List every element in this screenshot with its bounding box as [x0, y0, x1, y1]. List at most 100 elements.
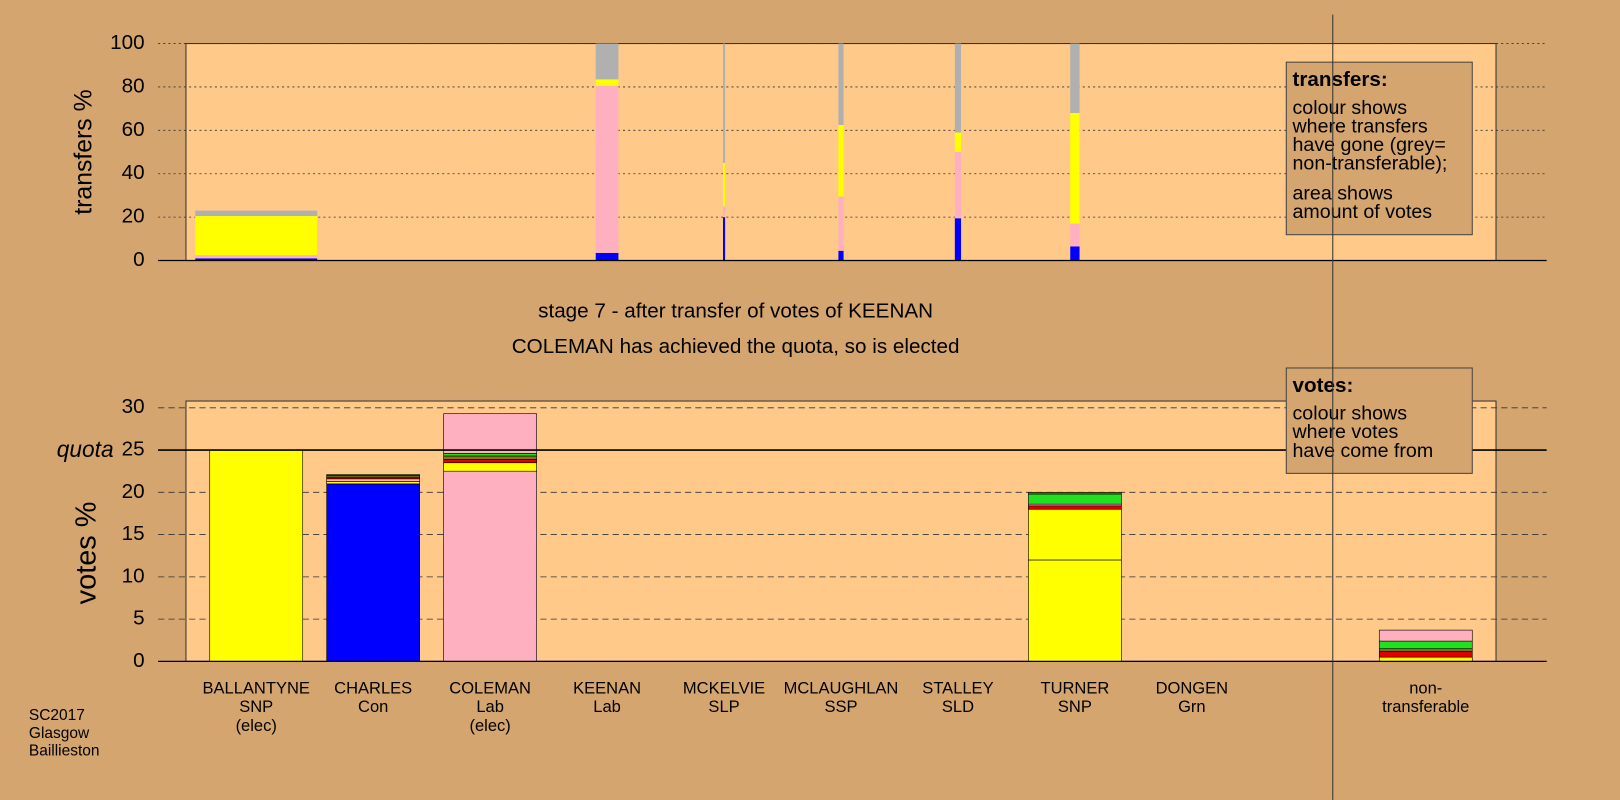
- y-tick-label: 20: [122, 480, 145, 503]
- bar-segment: [954, 218, 962, 261]
- y-tick-label: 60: [122, 118, 145, 141]
- note-text: colour shows: [1292, 403, 1407, 425]
- bar-segment: [326, 474, 420, 476]
- note-text: where transfers: [1291, 115, 1427, 137]
- bar-segment: [443, 413, 537, 454]
- bar-segment: [1028, 559, 1122, 662]
- bar-segment: [326, 478, 420, 482]
- bar-segment: [1070, 223, 1080, 247]
- bar-segment: [443, 462, 537, 472]
- bar-segment: [1070, 246, 1080, 261]
- x-tick-label: Con: [358, 697, 388, 716]
- bar-segment: [954, 132, 962, 153]
- bar-segment: [954, 43, 962, 133]
- x-tick-label: MCLAUGHLAN: [784, 679, 899, 698]
- bar-segment: [1378, 640, 1473, 650]
- bar-segment: [195, 258, 318, 261]
- x-tick-label: SLD: [942, 697, 974, 716]
- bar-segment: [195, 255, 318, 259]
- note-heading: transfers:: [1292, 68, 1387, 91]
- y-axis-label: votes %: [70, 501, 102, 604]
- bar-segment: [443, 459, 537, 464]
- bar-segment: [838, 124, 844, 197]
- x-tick-label: SLP: [708, 697, 739, 716]
- bar-segment: [595, 85, 619, 253]
- bar-segment: [723, 206, 726, 218]
- x-tick-label: COLEMAN: [449, 679, 531, 698]
- x-tick-label: CHARLES: [334, 679, 412, 698]
- y-tick-label: 80: [122, 74, 145, 97]
- bar-segment: [723, 162, 726, 207]
- footer: Glasgow: [29, 725, 90, 742]
- bar-segment: [195, 216, 318, 256]
- y-tick-label: 0: [133, 649, 144, 672]
- x-tick-label: transferable: [1382, 697, 1469, 716]
- bar-segment: [1378, 656, 1473, 662]
- quota-label: quota: [57, 436, 114, 462]
- footer: Baillieston: [29, 742, 100, 759]
- bar-segment: [1028, 492, 1122, 495]
- x-tick-label: STALLEY: [922, 679, 993, 698]
- bar-segment: [1378, 650, 1473, 658]
- x-tick-label: BALLANTYNE: [203, 679, 310, 698]
- note-box: [1285, 367, 1473, 474]
- note-text: have gone (grey=: [1292, 134, 1445, 156]
- bar-segment: [595, 252, 619, 261]
- x-tick-label: (elec): [469, 716, 510, 735]
- bar-segment: [1028, 508, 1122, 561]
- bar-segment: [1028, 505, 1122, 510]
- bar-segment: [326, 483, 420, 662]
- note-box: [1285, 61, 1473, 236]
- bar-segment: [595, 43, 619, 80]
- x-tick-label: SNP: [1058, 697, 1092, 716]
- x-tick-label: SSP: [824, 697, 857, 716]
- y-tick-label: 20: [122, 205, 145, 228]
- bar-segment: [595, 79, 619, 86]
- note-heading: votes:: [1292, 374, 1353, 397]
- bar-segment: [954, 152, 962, 219]
- bar-segment: [723, 43, 726, 163]
- bar-segment: [443, 455, 537, 460]
- bar-segment: [326, 481, 420, 485]
- x-tick-label: Lab: [593, 697, 621, 716]
- y-tick-label: 40: [122, 161, 145, 184]
- y-tick-label: 0: [133, 248, 144, 271]
- note-text: colour shows: [1292, 97, 1407, 119]
- x-tick-label: (elec): [236, 716, 277, 735]
- bar-segment: [723, 217, 726, 261]
- bar-segment: [443, 453, 537, 457]
- bar-segment: [1378, 648, 1473, 652]
- note-text: non-transferable);: [1292, 153, 1447, 175]
- bar-segment: [838, 250, 844, 261]
- bar-segment: [209, 449, 304, 662]
- x-tick-label: MCKELVIE: [683, 679, 765, 698]
- bar-segment: [1378, 629, 1473, 642]
- bar-segment: [195, 210, 318, 217]
- y-axis-label: transfers %: [70, 89, 97, 214]
- y-tick-label: 25: [122, 438, 145, 461]
- bar-segment: [443, 470, 537, 662]
- footer: SC2017: [29, 707, 85, 724]
- x-tick-label: DONGEN: [1156, 679, 1229, 698]
- y-tick-label: 10: [122, 564, 145, 587]
- x-tick-label: SNP: [239, 697, 273, 716]
- x-tick-label: Grn: [1178, 697, 1206, 716]
- x-tick-label: KEENAN: [573, 679, 641, 698]
- y-tick-label: 100: [110, 31, 144, 54]
- bar-segment: [1028, 493, 1122, 505]
- stage-title: stage 7 - after transfer of votes of KEE…: [538, 300, 933, 323]
- x-tick-label: TURNER: [1040, 679, 1109, 698]
- y-tick-label: 5: [133, 607, 144, 630]
- x-tick-label: Lab: [476, 697, 504, 716]
- bar-segment: [1070, 43, 1080, 113]
- bar-segment: [838, 43, 844, 125]
- x-tick-label: non-: [1409, 679, 1442, 698]
- stage-subtitle: COLEMAN has achieved the quota, so is el…: [512, 335, 960, 358]
- y-tick-label: 15: [122, 522, 145, 545]
- note-text: where votes: [1291, 421, 1398, 443]
- note-text: have come from: [1292, 440, 1433, 462]
- bar-segment: [838, 196, 844, 251]
- note-text: amount of votes: [1292, 201, 1432, 223]
